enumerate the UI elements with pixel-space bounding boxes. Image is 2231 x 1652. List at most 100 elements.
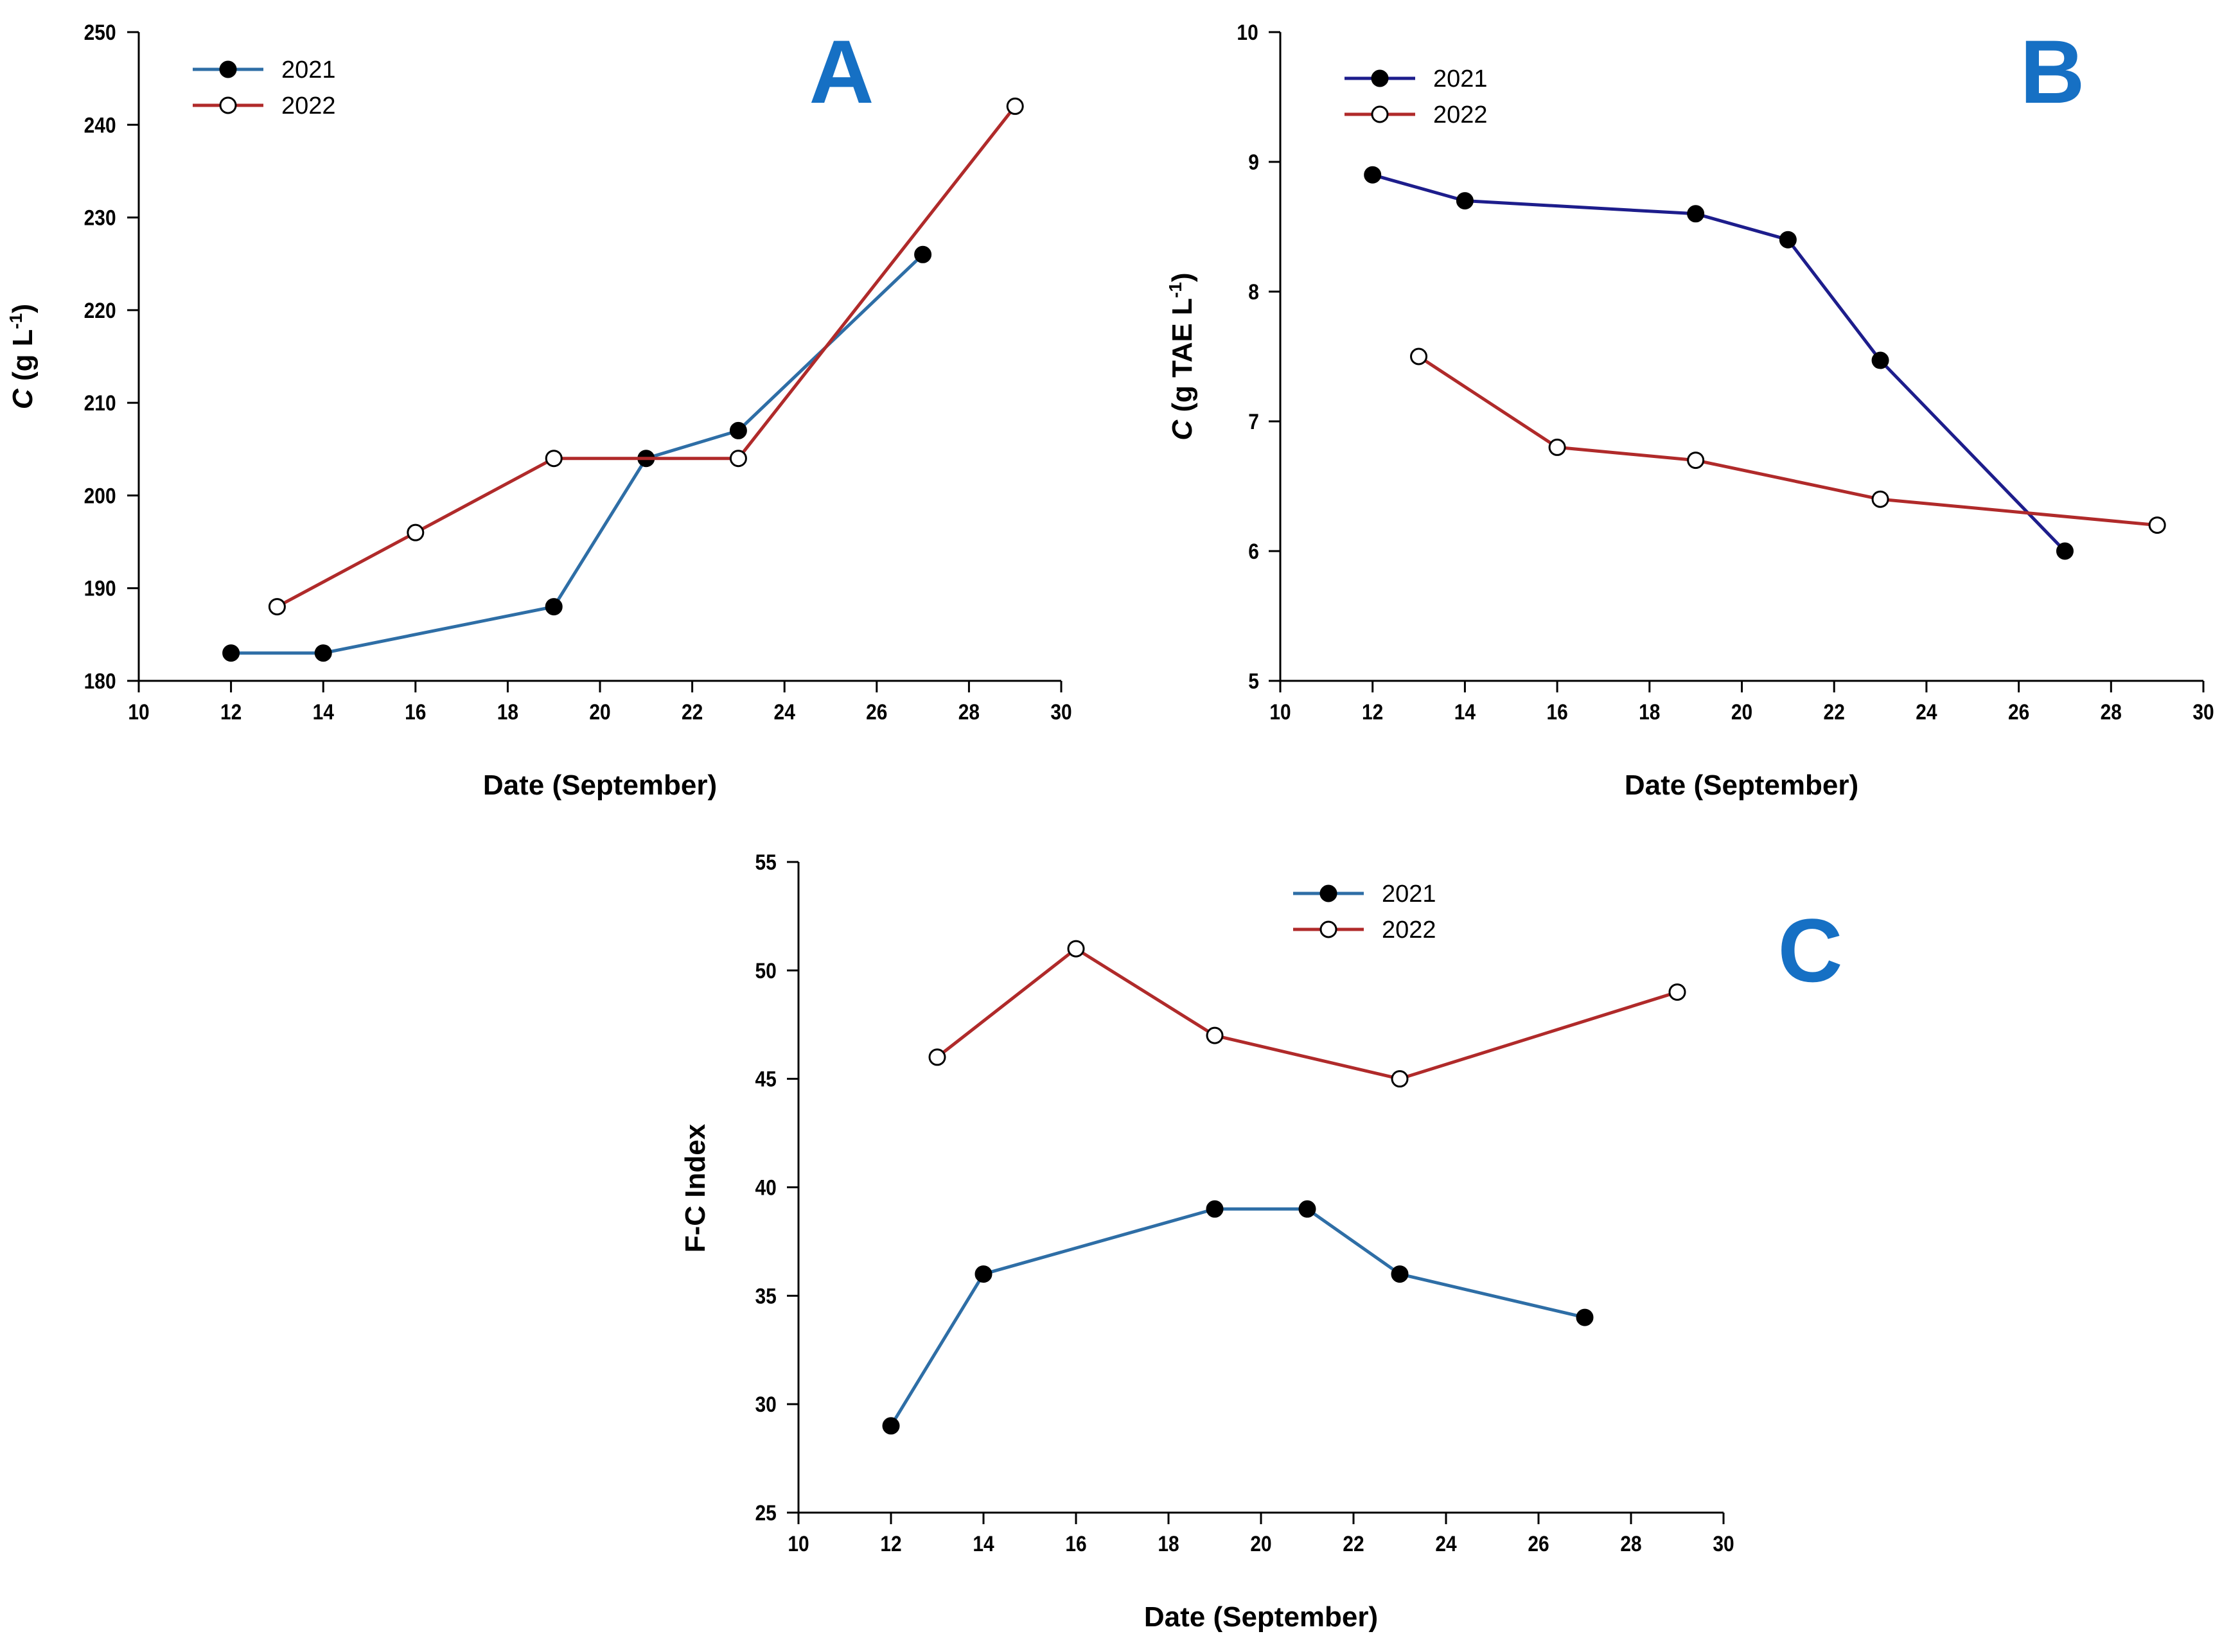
panel-c-series-2021-point xyxy=(1206,1200,1224,1218)
panel-b-series-2022-point xyxy=(1687,452,1705,470)
panel-c: 10 12 14 16 18 20 22 24 26 28 3025303540455055Date… xyxy=(680,850,1843,1633)
panel-a-y-tick-label: 210 xyxy=(84,391,116,415)
panel-b-series-2022-point xyxy=(1548,438,1566,456)
panel-c-x-tick-label: 20 xyxy=(1250,1531,1271,1556)
panel-b-series-2022-point xyxy=(1871,490,1889,508)
panel-b-y-tick-label: 5 xyxy=(1248,669,1259,693)
panel-c-x-tick-label: 28 xyxy=(1620,1531,1641,1556)
panel-b-x-axis-title: Date (September) xyxy=(1625,769,1858,801)
panel-b-series-2022-point xyxy=(2148,516,2166,534)
panel-b-series-2021-point xyxy=(1871,351,1889,369)
panel-c-x-tick-label: 30 xyxy=(1713,1531,1734,1556)
panel-c-legend-label-2022: 2022 xyxy=(1382,917,1436,944)
panel-a-y-axis-title-close: ) xyxy=(7,304,39,313)
panel-a-x-axis-title: Date (September) xyxy=(483,769,717,801)
panel-c-x-tick-label: 24 xyxy=(1435,1531,1456,1556)
panel-b-letter: B xyxy=(2020,21,2085,122)
panel-b-x-tick-label: 24 xyxy=(1916,699,1937,724)
panel-c-series-2021-line xyxy=(889,1207,1585,1427)
panel-b-legend-label-2021: 2021 xyxy=(1433,66,1488,92)
panel-a-y-tick-label: 190 xyxy=(84,576,116,601)
panel-a-legend-label-2021: 2021 xyxy=(281,57,336,83)
panel-b-y-tick-label: 10 xyxy=(1237,20,1258,44)
panel-b-y-axis-title-text: (g TAE L xyxy=(1167,298,1198,420)
panel-b-x-tick-label: 18 xyxy=(1639,699,1660,724)
panel-c-x-tick-label: 26 xyxy=(1528,1531,1549,1556)
panel-b-y-tick-label: 7 xyxy=(1248,409,1259,434)
panel-b-legend-label-2022: 2022 xyxy=(1433,101,1488,128)
panel-b-series-2021-point xyxy=(1456,192,1474,210)
panel-c-legend-label-2021: 2021 xyxy=(1382,881,1436,908)
panel-a: 10 12 14 16 18 20 22 24 26 28 30180190200210220230… xyxy=(6,20,1072,801)
panel-b-x-tick-label: 28 xyxy=(2101,699,2122,724)
panel-a-letter: A xyxy=(809,21,874,122)
panel-b-x-tick-label: 20 xyxy=(1731,699,1752,724)
panel-a-x-tick-label: 12 xyxy=(220,699,242,724)
panel-c-series-2022-point xyxy=(928,1048,946,1066)
panel-a-y-tick-label: 200 xyxy=(84,484,116,508)
panel-c-x-axis-title: Date (September) xyxy=(1144,1601,1378,1633)
panel-a-x-tick-label: 16 xyxy=(405,699,426,724)
panel-b-x-tick-label: 30 xyxy=(2192,699,2214,724)
panel-a-x-tick-label: 28 xyxy=(958,699,980,724)
panel-b-x-tick-label: 14 xyxy=(1454,699,1476,724)
panel-c-series-2021-point xyxy=(974,1265,992,1283)
panel-a-series-2021-point xyxy=(914,245,932,263)
panel-a-series-2022-point xyxy=(729,450,747,468)
panel-a-x-tick-label: 30 xyxy=(1050,699,1071,724)
panel-a-x-tick-label: 18 xyxy=(497,699,518,724)
panel-c-series-2022-line xyxy=(936,947,1678,1081)
panel-a-legend-label-2022: 2022 xyxy=(281,92,336,119)
panel-a-y-axis-title-italic: C xyxy=(7,388,39,409)
panel-b-legend-marker-2021 xyxy=(1371,69,1389,87)
panel-c-letter: C xyxy=(1777,900,1842,1001)
panel-b-y-axis-title-close: ) xyxy=(1167,272,1198,282)
panel-a-series-2021-point xyxy=(545,598,563,616)
panel-b-x-tick-label: 16 xyxy=(1546,699,1567,724)
panel-c-y-tick-label: 30 xyxy=(755,1392,776,1416)
panel-b-series-2021-line xyxy=(1372,173,2067,552)
panel-a-series-2022-point xyxy=(268,598,286,616)
panel-a-y-axis-title-sup: -1 xyxy=(6,313,26,330)
panel-c-legend-marker-2022 xyxy=(1319,920,1337,938)
panel-b-y-tick-label: 8 xyxy=(1248,279,1259,304)
panel-b-legend-marker-2022 xyxy=(1371,105,1389,123)
panel-a-legend-marker-2021 xyxy=(219,60,237,78)
panel-c-x-tick-label: 18 xyxy=(1158,1531,1179,1556)
panel-c-series-2022-point xyxy=(1668,983,1686,1001)
panel-a-x-tick-label: 14 xyxy=(313,699,334,724)
panel-b-x-tick-label: 12 xyxy=(1362,699,1383,724)
panel-c-y-tick-label: 40 xyxy=(755,1175,776,1200)
panel-c-y-tick-label: 55 xyxy=(755,850,776,874)
panel-b-y-tick-label: 6 xyxy=(1248,539,1259,563)
panel-a-y-axis-title: C (g L-1) xyxy=(6,304,39,409)
panel-b-y-tick-label: 9 xyxy=(1248,150,1259,174)
panel-c-y-tick-label: 50 xyxy=(755,958,776,983)
panel-a-x-tick-label: 22 xyxy=(682,699,703,724)
panel-b-y-axis-title-italic: C xyxy=(1167,419,1198,441)
panel-a-series-2022-point xyxy=(1006,97,1024,115)
panel-c-x-tick-label: 14 xyxy=(973,1531,994,1556)
panel-c-y-tick-label: 25 xyxy=(755,1500,776,1525)
panel-c-x-tick-label: 16 xyxy=(1065,1531,1086,1556)
panel-c-y-axis-title-text: F-C Index xyxy=(680,1123,711,1252)
panel-c-series-2021-point xyxy=(1298,1200,1316,1218)
panel-a-x-tick-label: 10 xyxy=(128,699,149,724)
panel-b-series-2022-line xyxy=(1418,355,2158,527)
panel-a-series-2021-point xyxy=(222,644,240,662)
panel-a-y-tick-label: 180 xyxy=(84,669,116,693)
panel-a-legend-marker-2022 xyxy=(219,96,237,114)
panel-a-x-tick-label: 24 xyxy=(774,699,795,724)
panel-a-y-axis-title-text: (g L xyxy=(7,329,39,389)
panel-b-series-2021-point xyxy=(1364,166,1382,184)
panel-a-x-tick-label: 26 xyxy=(866,699,887,724)
panel-c-series-2022-point xyxy=(1391,1070,1409,1088)
panel-a-series-2021-point xyxy=(314,644,332,662)
panel-a-y-tick-label: 230 xyxy=(84,206,116,230)
panel-b-x-tick-label: 22 xyxy=(1824,699,1845,724)
panel-c-legend-marker-2021 xyxy=(1319,884,1337,902)
panel-c-series-2022-point xyxy=(1067,940,1085,958)
panel-c-y-tick-label: 45 xyxy=(755,1067,776,1091)
